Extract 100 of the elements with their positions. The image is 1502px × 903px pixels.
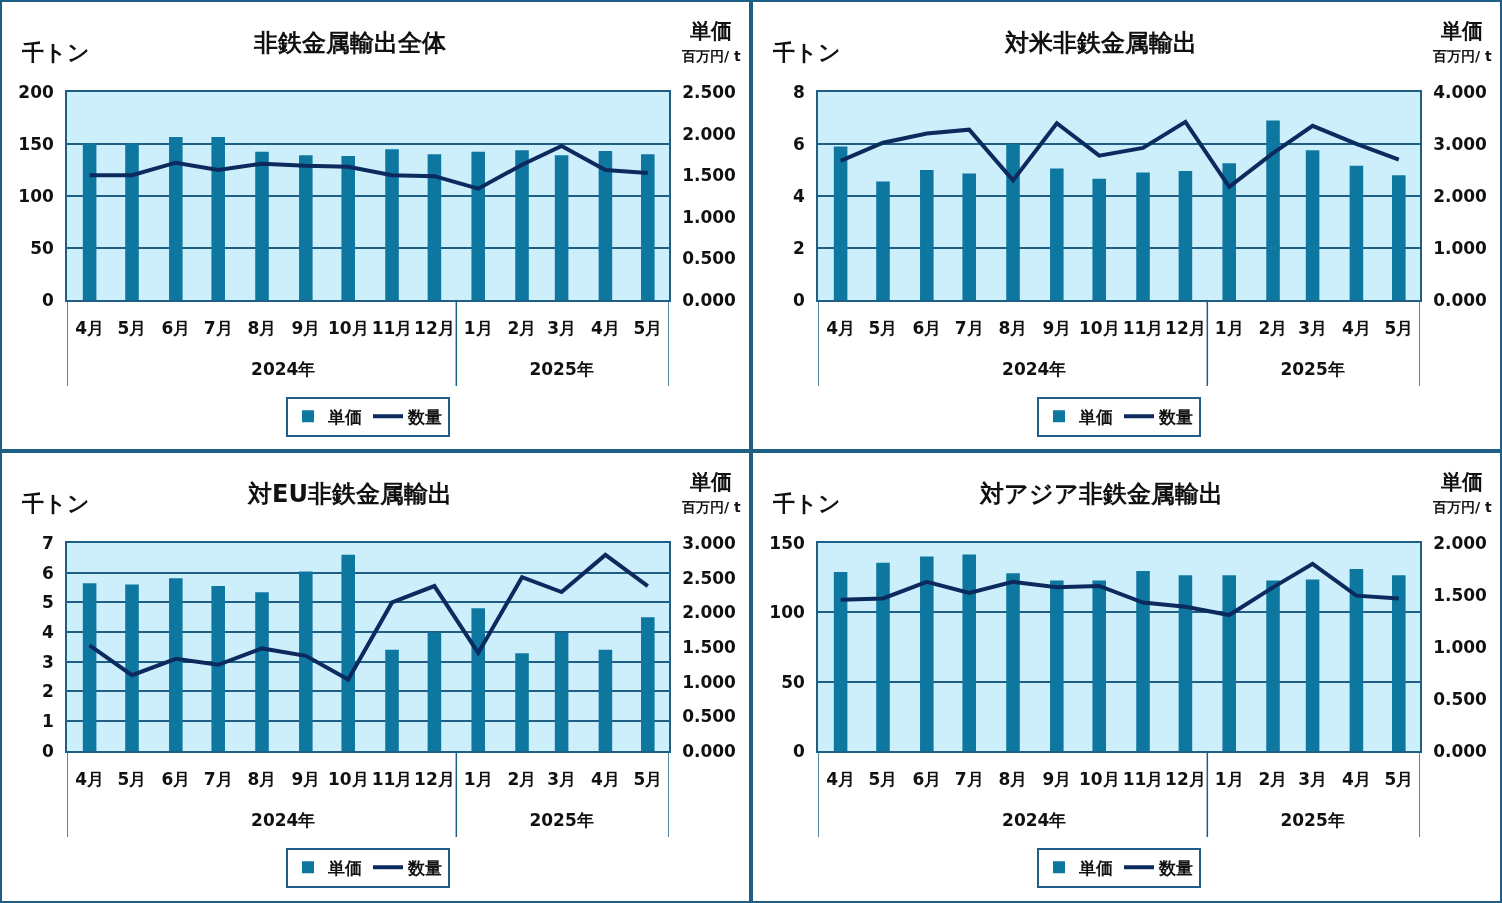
y2-tick-label: 1.500 [1433,584,1488,605]
x2-tick-label: 2024年 [251,809,316,830]
x-tick-label: 8月 [998,318,1028,339]
y-tick-label: 7 [42,532,54,553]
y-axis-title: 千トン [772,40,841,65]
y2-tick-label: 1.500 [682,165,737,186]
y-tick-label: 150 [18,133,55,154]
y-axis-title: 千トン [21,491,90,516]
legend-label: 数量 [407,857,442,878]
x-tick-label: 11月 [371,769,413,790]
x-tick-label: 5月 [633,769,663,790]
y-tick-label: 8 [793,81,805,102]
x-tick-label: 1月 [1214,318,1244,339]
y-tick-label: 1 [42,711,54,732]
y-axis-title: 千トン [21,40,90,65]
x-tick-label: 6月 [912,318,942,339]
x-tick-label: 9月 [291,318,321,339]
x-tick-label: 5月 [117,318,147,339]
y-tick-label: 0 [793,740,806,761]
x-tick-label: 4月 [75,318,105,339]
text: 百万円/ t [1432,499,1492,515]
x-tick-label: 2月 [1258,769,1288,790]
y2-tick-label: 3.000 [682,532,737,553]
y-tick-label: 6 [793,133,805,154]
x-tick-label: 8月 [247,769,277,790]
legend-label: 数量 [1158,857,1193,878]
y2-tick-label: 0.500 [682,248,737,269]
y2-tick-label: 2.000 [1433,532,1488,553]
x-tick-label: 5月 [1384,769,1414,790]
y-tick-label: 4 [793,185,806,206]
legend-label: 数量 [1158,406,1193,427]
x-tick-label: 4月 [75,769,105,790]
y2-tick-label: 2.500 [682,81,737,102]
x-tick-label: 4月 [826,769,856,790]
x-tick-label: 9月 [1042,318,1072,339]
y2-tick-label: 0.500 [682,706,737,727]
x-tick-label: 10月 [1078,318,1120,339]
y-tick-label: 3 [42,651,54,672]
y-tick-label: 2 [793,237,805,258]
x-tick-label: 10月 [327,769,369,790]
x2-tick-label: 2025年 [1280,809,1345,830]
x-tick-label: 3月 [547,318,577,339]
x2-tick-label: 2024年 [1002,809,1067,830]
y2-axis-title: 単価 [1440,19,1483,43]
x-tick-label: 2月 [507,318,537,339]
x-tick-label: 7月 [203,769,233,790]
y2-tick-label: 1.000 [1433,636,1488,657]
x2-tick-label: 2024年 [251,358,316,379]
x2-tick-label: 2024年 [1002,358,1067,379]
x-tick-label: 5月 [117,769,147,790]
y-tick-label: 200 [18,81,55,102]
x-tick-label: 11月 [1122,318,1164,339]
y-tick-label: 2 [42,681,54,702]
y2-tick-label: 1.000 [1433,237,1488,258]
x-tick-label: 12月 [1165,318,1206,339]
x-tick-label: 6月 [912,769,942,790]
chart-title: 非鉄金属輸出全体 [253,29,447,57]
legend-label: 単価 [1078,857,1113,878]
x-tick-label: 1月 [463,318,493,339]
x-tick-label: 12月 [414,318,455,339]
x-tick-label: 9月 [291,769,321,790]
y-tick-label: 4 [42,622,55,643]
y-axis-title: 千トン [772,491,841,516]
y2-tick-label: 0.000 [1433,740,1488,761]
x-tick-label: 5月 [868,769,898,790]
x-tick-label: 5月 [633,318,663,339]
x-tick-label: 12月 [1165,769,1206,790]
legend-label: 数量 [407,406,442,427]
x-tick-label: 3月 [1298,769,1328,790]
x-tick-label: 4月 [590,769,620,790]
x-tick-label: 4月 [826,318,856,339]
y-tick-label: 100 [769,602,806,623]
x2-tick-label: 2025年 [529,809,594,830]
x-tick-label: 1月 [463,769,493,790]
x2-tick-label: 2025年 [529,358,594,379]
chart-title: 対EU非鉄金属輸出 [247,480,452,508]
x-tick-label: 9月 [1042,769,1072,790]
y2-tick-label: 0.500 [1433,688,1488,709]
text: 百万円/ t [1432,48,1492,64]
x-tick-label: 8月 [247,318,277,339]
y2-tick-label: 0.000 [1433,289,1488,310]
y2-axis-title: 単価 [689,470,732,494]
y2-tick-label: 1.500 [682,636,737,657]
y2-tick-label: 3.000 [1433,133,1488,154]
y2-tick-label: 1.000 [682,671,737,692]
y-tick-label: 0 [42,740,55,761]
chart-title: 対米非鉄金属輸出 [1004,29,1197,57]
x-tick-label: 6月 [161,318,191,339]
legend-label: 単価 [327,857,362,878]
y2-axis-title: 単価 [689,19,732,43]
x-tick-label: 11月 [1122,769,1164,790]
y2-tick-label: 0.000 [682,740,737,761]
x-tick-label: 7月 [203,318,233,339]
chart-title: 対アジア非鉄金属輸出 [979,480,1223,508]
x-tick-label: 4月 [1341,769,1371,790]
y-tick-label: 5 [42,592,54,613]
text: 百万円/ t [681,499,741,515]
x-tick-label: 2月 [507,769,537,790]
y-tick-label: 0 [793,289,806,310]
x-tick-label: 2月 [1258,318,1288,339]
